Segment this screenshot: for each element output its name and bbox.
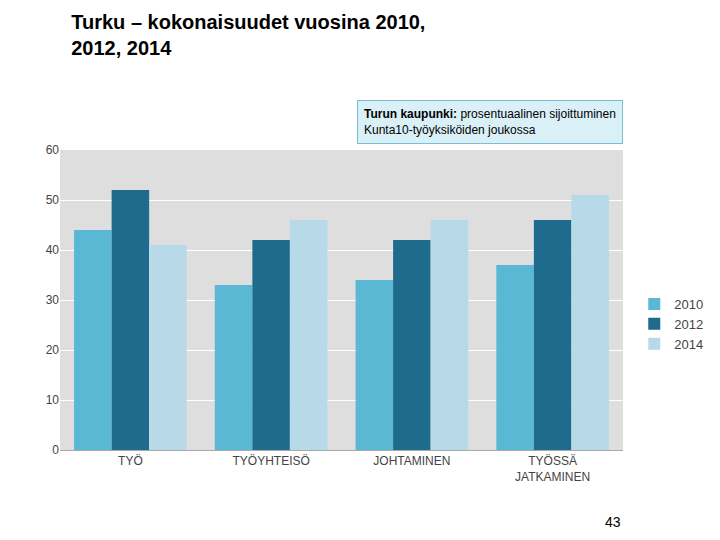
svg-text:2010: 2010 bbox=[674, 297, 703, 312]
svg-text:43: 43 bbox=[605, 514, 621, 530]
svg-text:10: 10 bbox=[46, 393, 60, 407]
svg-text:TYÖ: TYÖ bbox=[118, 454, 143, 468]
svg-text:JOHTAMINEN: JOHTAMINEN bbox=[373, 454, 450, 468]
svg-text:30: 30 bbox=[46, 293, 60, 307]
svg-text:Turku – kokonaisuudet vuosina: Turku – kokonaisuudet vuosina 2010,2012,… bbox=[71, 11, 425, 59]
svg-text:60: 60 bbox=[46, 143, 60, 157]
svg-text:Turun kaupunki: prosentuaaline: Turun kaupunki: prosentuaalinen sijoittu… bbox=[364, 107, 616, 137]
svg-text:0: 0 bbox=[52, 443, 59, 457]
svg-text:2014: 2014 bbox=[674, 337, 703, 352]
svg-text:20: 20 bbox=[46, 343, 60, 357]
svg-text:TYÖYHTEISÖ: TYÖYHTEISÖ bbox=[232, 454, 309, 468]
svg-text:2012: 2012 bbox=[674, 317, 703, 332]
svg-text:50: 50 bbox=[46, 193, 60, 207]
svg-text:TYÖSSÄJATKAMINEN: TYÖSSÄJATKAMINEN bbox=[515, 454, 590, 484]
svg-text:40: 40 bbox=[46, 243, 60, 257]
